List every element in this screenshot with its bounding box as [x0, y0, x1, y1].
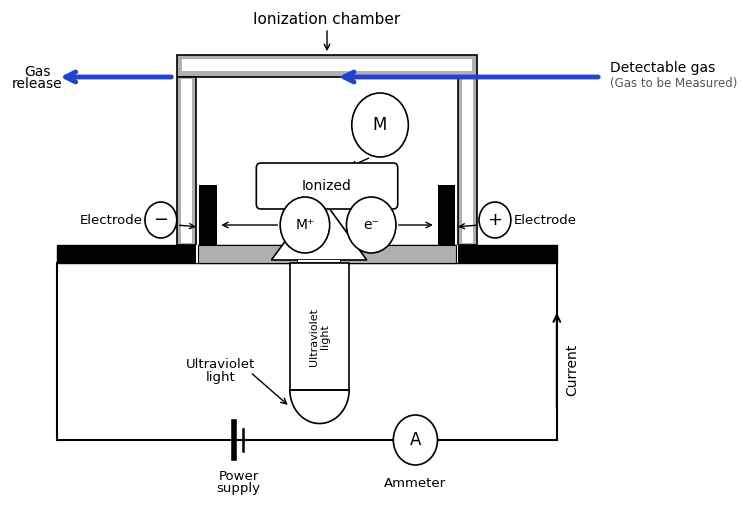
Text: Detectable gas: Detectable gas — [610, 61, 715, 75]
Circle shape — [479, 202, 511, 238]
Bar — [290, 263, 349, 390]
Bar — [196, 245, 458, 263]
Circle shape — [393, 415, 438, 465]
Text: +: + — [487, 211, 502, 229]
Text: e⁻: e⁻ — [363, 218, 379, 232]
Text: −: − — [153, 211, 169, 229]
Bar — [298, 260, 340, 263]
Bar — [199, 185, 216, 245]
Circle shape — [346, 197, 396, 253]
Circle shape — [280, 197, 330, 253]
Text: (Gas to be Measured): (Gas to be Measured) — [610, 76, 737, 89]
Text: A: A — [409, 431, 421, 449]
Text: Electrode: Electrode — [80, 213, 143, 227]
Text: Current: Current — [565, 344, 580, 396]
Bar — [182, 59, 472, 71]
Bar — [438, 185, 455, 245]
Text: Ionization chamber: Ionization chamber — [253, 12, 400, 28]
Text: Ultraviolet: Ultraviolet — [186, 359, 256, 371]
Bar — [181, 79, 192, 243]
Polygon shape — [271, 195, 367, 260]
Text: Ionized: Ionized — [302, 179, 352, 193]
Text: supply: supply — [217, 482, 261, 495]
Text: Gas: Gas — [24, 65, 51, 79]
FancyBboxPatch shape — [256, 163, 398, 209]
Bar — [298, 260, 340, 262]
Circle shape — [145, 202, 177, 238]
Bar — [177, 77, 196, 245]
Text: Ammeter: Ammeter — [384, 477, 447, 490]
Text: Ultraviolet
light: Ultraviolet light — [308, 307, 331, 365]
Text: Power: Power — [218, 470, 259, 483]
Bar — [57, 245, 557, 263]
Circle shape — [351, 93, 409, 157]
Bar — [458, 77, 477, 245]
Text: release: release — [12, 77, 62, 91]
Text: M: M — [373, 116, 387, 134]
Text: Electrode: Electrode — [513, 213, 577, 227]
Polygon shape — [290, 390, 349, 424]
Bar — [177, 55, 477, 77]
Bar — [198, 245, 456, 263]
Text: light: light — [206, 371, 236, 385]
Text: M⁺: M⁺ — [295, 218, 314, 232]
Bar — [462, 79, 473, 243]
